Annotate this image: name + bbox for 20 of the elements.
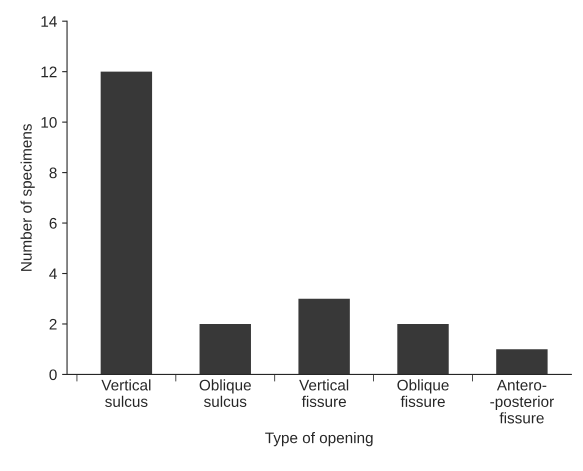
- x-axis-title: Type of opening: [265, 432, 373, 446]
- bar: [100, 72, 152, 374]
- x-tick-label: Oblique sulcus: [200, 379, 251, 407]
- y-tick-label: 10: [41, 116, 57, 128]
- x-tick-label: Vertical fissure: [299, 379, 348, 407]
- y-tick-label: 0: [49, 369, 57, 380]
- y-tick-label: 4: [49, 268, 57, 280]
- y-tick-label: 6: [50, 218, 57, 229]
- bar: [496, 349, 548, 374]
- bar: [200, 324, 251, 374]
- bar: [397, 324, 449, 374]
- y-tick-label: 14: [41, 16, 57, 27]
- y-axis-title: Number of specimens: [20, 124, 35, 271]
- x-tick-label: Oblique fissure: [397, 379, 449, 407]
- y-tick-label: 2: [50, 318, 57, 330]
- x-tick-label: Antero- -posterior fissure: [490, 380, 554, 424]
- x-tick-label: Vertical sulcus: [101, 379, 150, 407]
- y-tick-label: 12: [41, 66, 57, 78]
- y-tick-label: 8: [49, 167, 57, 178]
- bar: [298, 298, 350, 374]
